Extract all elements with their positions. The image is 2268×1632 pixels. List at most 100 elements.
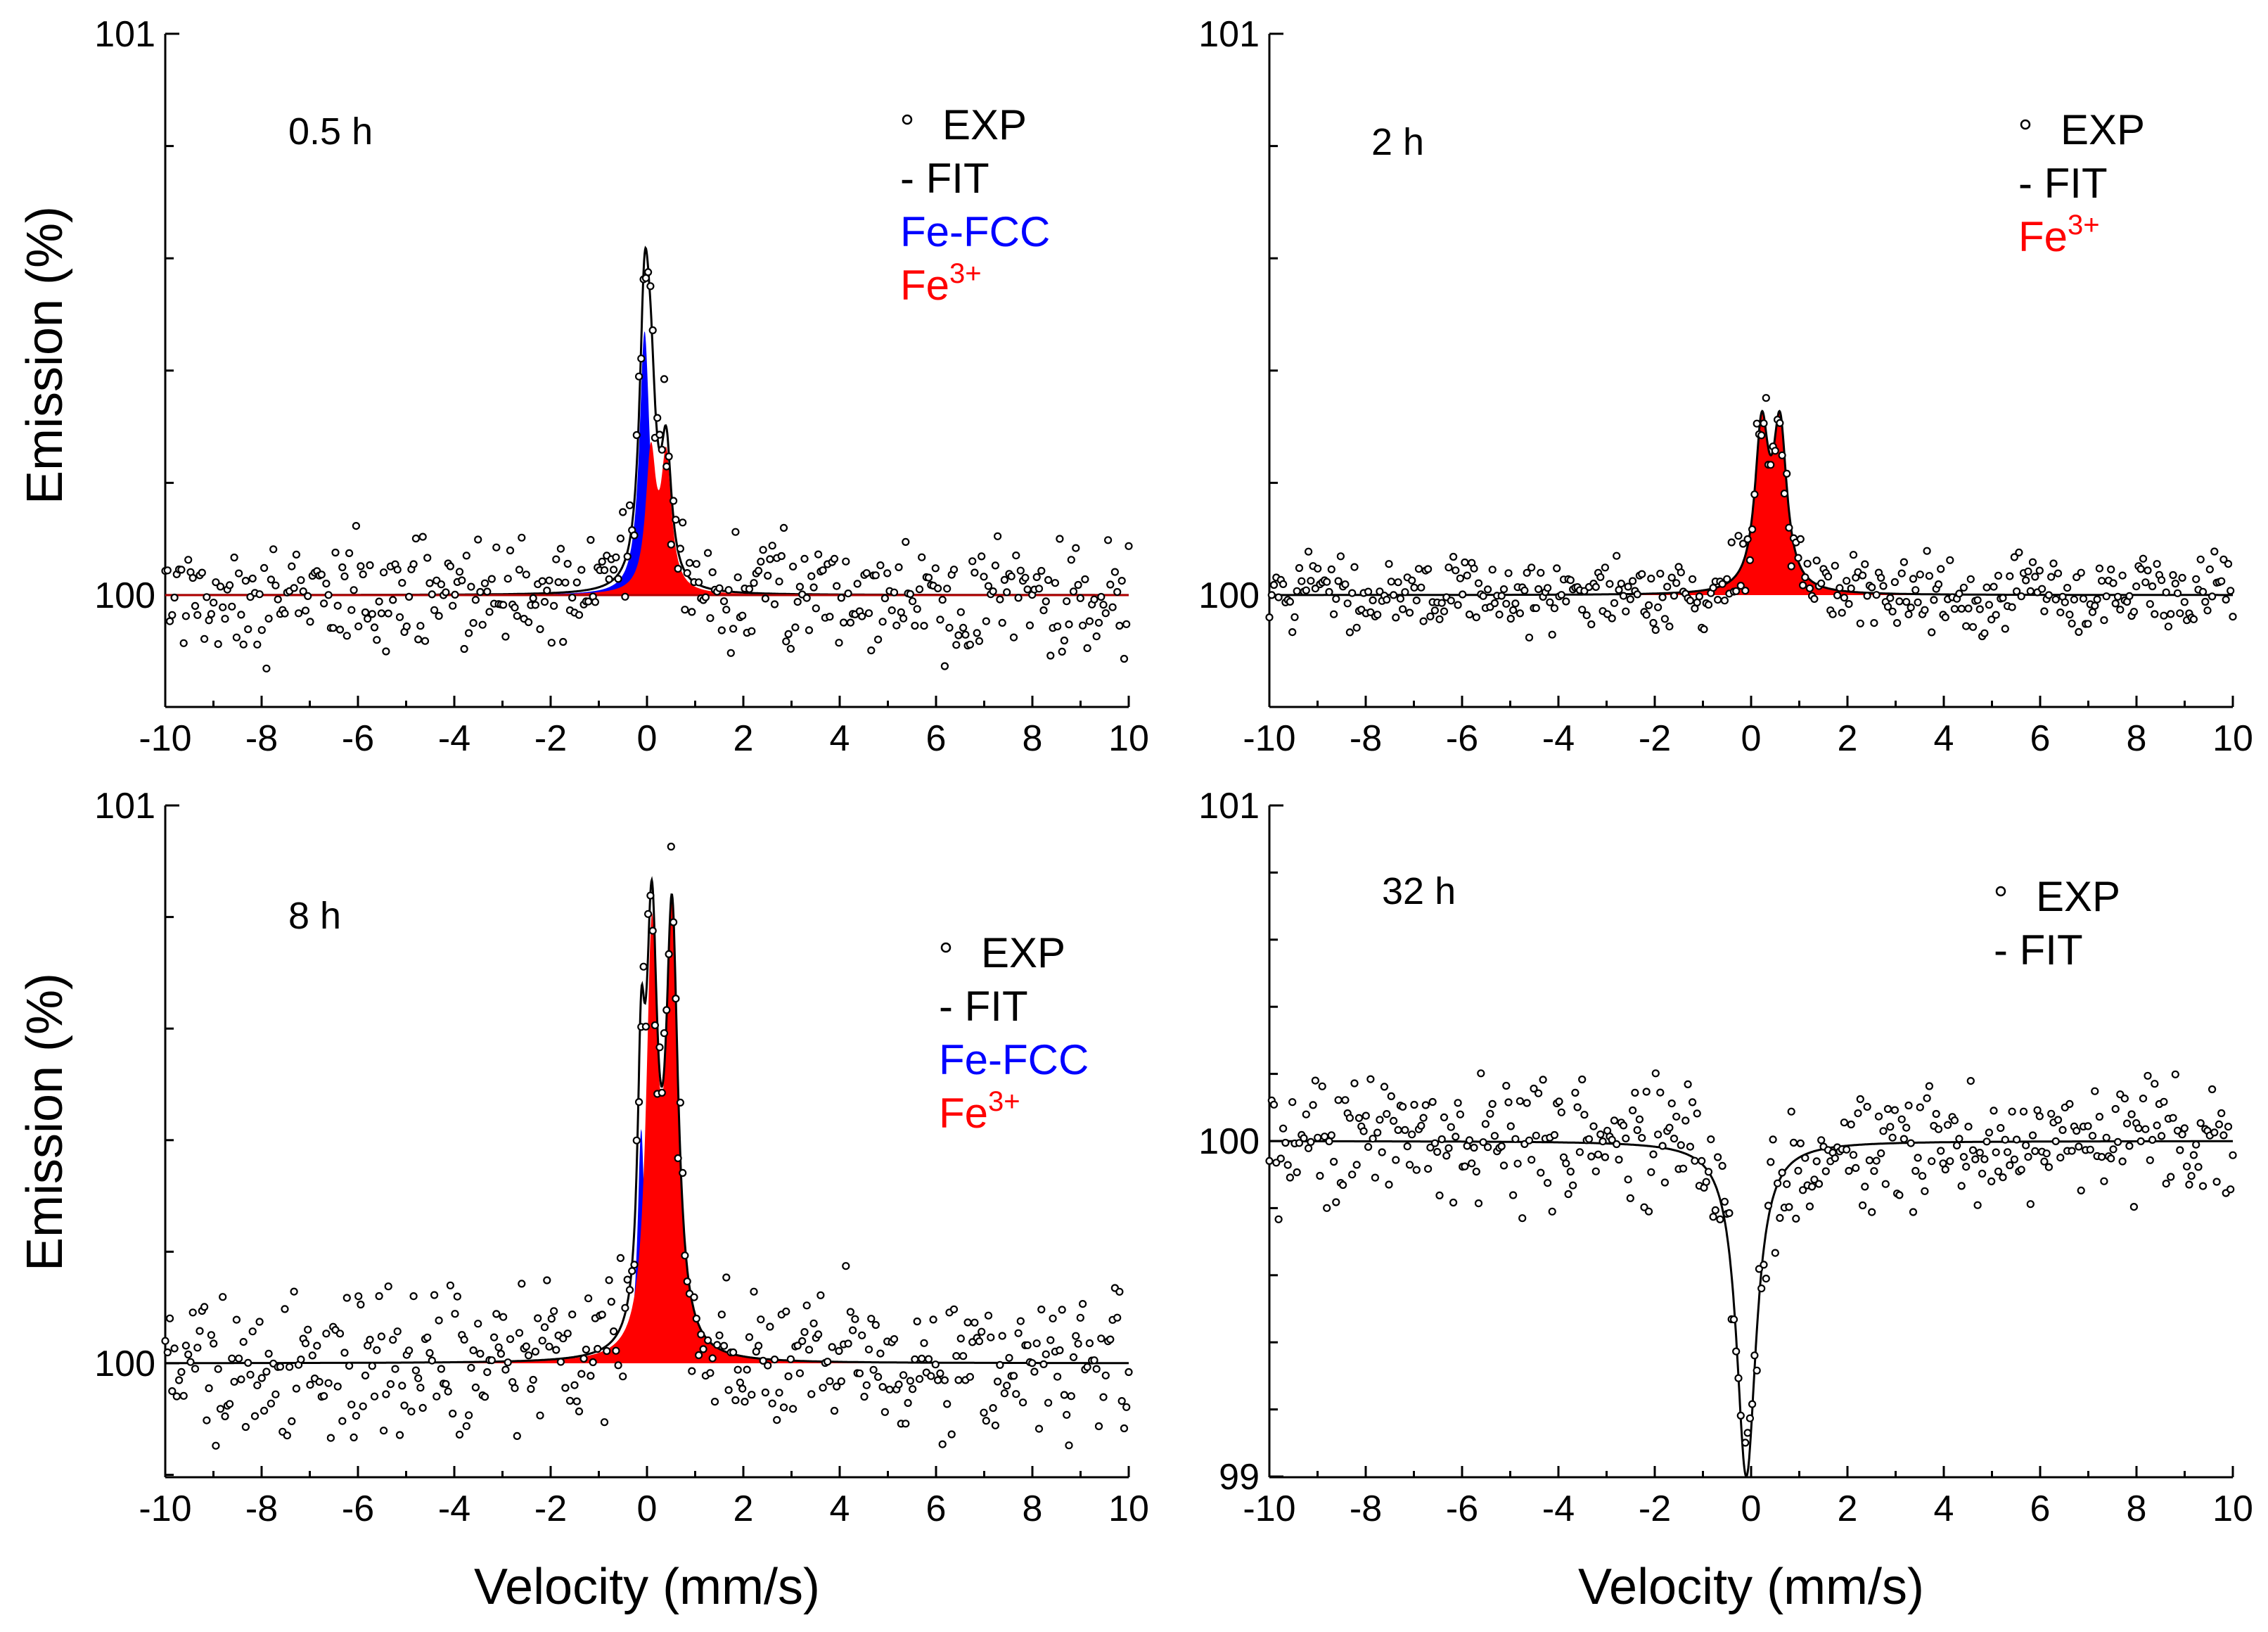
exp-point [646,891,655,900]
exp-point [1005,1353,1013,1362]
exp-point [1537,568,1545,577]
exp-point [226,1400,234,1408]
exp-point [2049,559,2058,568]
exp-point [1490,599,1499,608]
exp-point [685,559,694,567]
exp-point [2116,605,2125,614]
exp-point [1304,547,1313,556]
exp-point [1053,1372,1062,1381]
exp-point [1470,564,1478,573]
exp-point [2051,1137,2060,1146]
exp-point [2070,595,2078,604]
exp-point [729,1348,738,1357]
exp-point [697,1330,705,1339]
exp-point [816,1291,825,1299]
exp-point [1732,1347,1741,1356]
exp-point [313,1341,321,1350]
exp-point [1283,1161,1292,1169]
exp-point [1369,1135,1377,1143]
exp-point [331,548,340,557]
exp-point [480,1393,489,1401]
exp-point [2141,1125,2150,1133]
exp-point [1670,1134,1679,1143]
exp-point [1748,525,1757,534]
exp-point [1992,611,2000,619]
exp-point [232,633,241,642]
exp-point [2109,1145,2118,1154]
exp-point [1034,1424,1044,1433]
exp-point [1601,1153,1609,1161]
x-tick-label: 10 [1108,1488,1149,1529]
exp-point [572,1397,581,1405]
exp-point [1085,1339,1094,1348]
exp-point [1689,1098,1697,1107]
exp-point [634,1097,643,1107]
exp-point [359,1402,367,1410]
exp-point [837,594,845,602]
exp-point [409,1292,418,1301]
exp-point [1016,1317,1025,1325]
exp-point [395,613,404,621]
exp-point [1083,1363,1091,1371]
exp-point [970,568,979,577]
exp-point [703,549,712,557]
exp-point [1327,565,1335,574]
exp-point [1859,571,1867,580]
exp-point [219,603,227,611]
exp-point [513,1432,521,1441]
exp-point [1872,591,1881,599]
exp-point [1030,1368,1039,1376]
exp-point [1872,1156,1881,1165]
exp-point [1101,609,1110,618]
exp-point [993,532,1002,540]
exp-point [956,608,965,616]
exp-point [692,1314,700,1323]
exp-point [538,577,546,585]
exp-point [1937,565,1945,573]
exp-point [1314,564,1322,573]
panel-4: -10 -8 -6 -4 -2 0 2 4 6 8 10 99 100 101 32 h EXP - FIT [1198,786,2253,1529]
exp-point [1859,1201,1867,1210]
exp-point [1812,1157,1821,1166]
exp-point [308,1351,316,1360]
exp-point [2088,608,2097,616]
exp-point [216,582,225,591]
exp-points [161,842,1133,1450]
x-tick-label: 8 [1023,1488,1043,1529]
exp-point [1562,1159,1570,1168]
x-tick-label: 0 [1741,718,1762,759]
exp-point [1051,579,1060,587]
exp-point [235,1354,243,1363]
exp-point [1787,562,1795,570]
exp-point [1665,622,1674,631]
exp-point [655,431,664,439]
exp-point [163,566,172,575]
exp-point [1069,587,1078,596]
exp-point [1532,1131,1540,1140]
exp-point [1741,586,1750,595]
exp-point [809,583,818,592]
exp-point [2006,572,2014,580]
exp-point [890,588,899,597]
exp-point [1000,575,1009,585]
exp-point [2192,1140,2200,1149]
exp-point [1364,587,1373,596]
exp-point [1028,1359,1037,1368]
exp-point [290,1287,298,1296]
exp-point [873,635,883,644]
exp-point [2167,610,2175,618]
exp-point [692,560,700,568]
exp-point [1504,569,1513,578]
exp-point [2187,1172,2196,1180]
exp-point [989,1403,997,1413]
exp-point [1603,610,1612,618]
exp-point [1985,601,1993,609]
exp-point [920,621,928,630]
exp-point [913,605,921,613]
exp-point [1056,535,1064,543]
exp-point [996,1360,1004,1370]
exp-point [715,1331,724,1339]
exp-point [333,1382,342,1391]
exp-point [2065,611,2074,619]
